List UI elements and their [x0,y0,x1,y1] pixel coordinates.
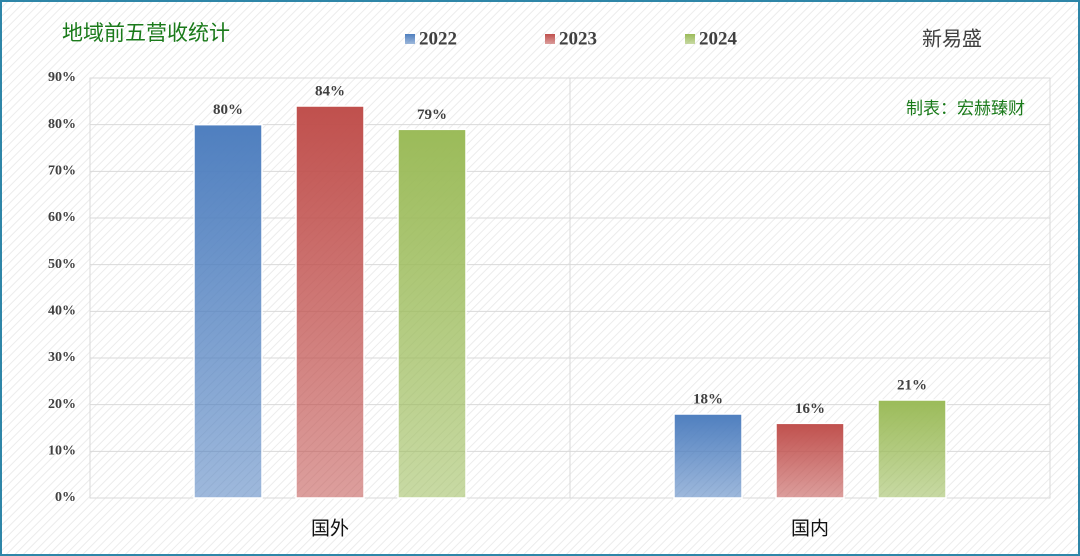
bar [295,105,365,499]
y-tick-label: 80% [48,117,76,132]
bar [877,399,947,499]
legend-label: 2024 [699,28,738,49]
data-label: 16% [795,401,825,417]
data-label: 84% [315,83,345,99]
y-tick-label: 0% [55,490,76,505]
y-tick-label: 30% [48,350,76,365]
legend-swatch [405,34,415,44]
legend-label: 2022 [419,28,457,49]
data-label: 79% [417,107,447,123]
y-tick-label: 60% [48,210,76,225]
legend-swatch [545,34,555,44]
y-tick-label: 50% [48,257,76,272]
data-label: 80% [213,102,243,118]
x-tick-label: 国内 [791,518,829,540]
data-label: 18% [693,391,723,407]
data-label: 21% [897,377,927,393]
y-tick-label: 90% [48,70,76,85]
x-tick-label: 国外 [311,518,349,540]
bar [193,123,263,499]
legend-swatch [685,34,695,44]
y-tick-label: 10% [48,444,76,459]
subtitle: 新易盛 [922,27,982,51]
bar [397,128,467,499]
y-tick-label: 70% [48,164,76,179]
bar [775,422,845,499]
legend-label: 2023 [559,28,597,49]
y-tick-label: 40% [48,304,76,319]
annotation: 制表：宏赫臻财 [906,99,1025,119]
bar [673,413,743,499]
y-tick-label: 20% [48,397,76,412]
chart-title: 地域前五营收统计 [62,21,230,45]
